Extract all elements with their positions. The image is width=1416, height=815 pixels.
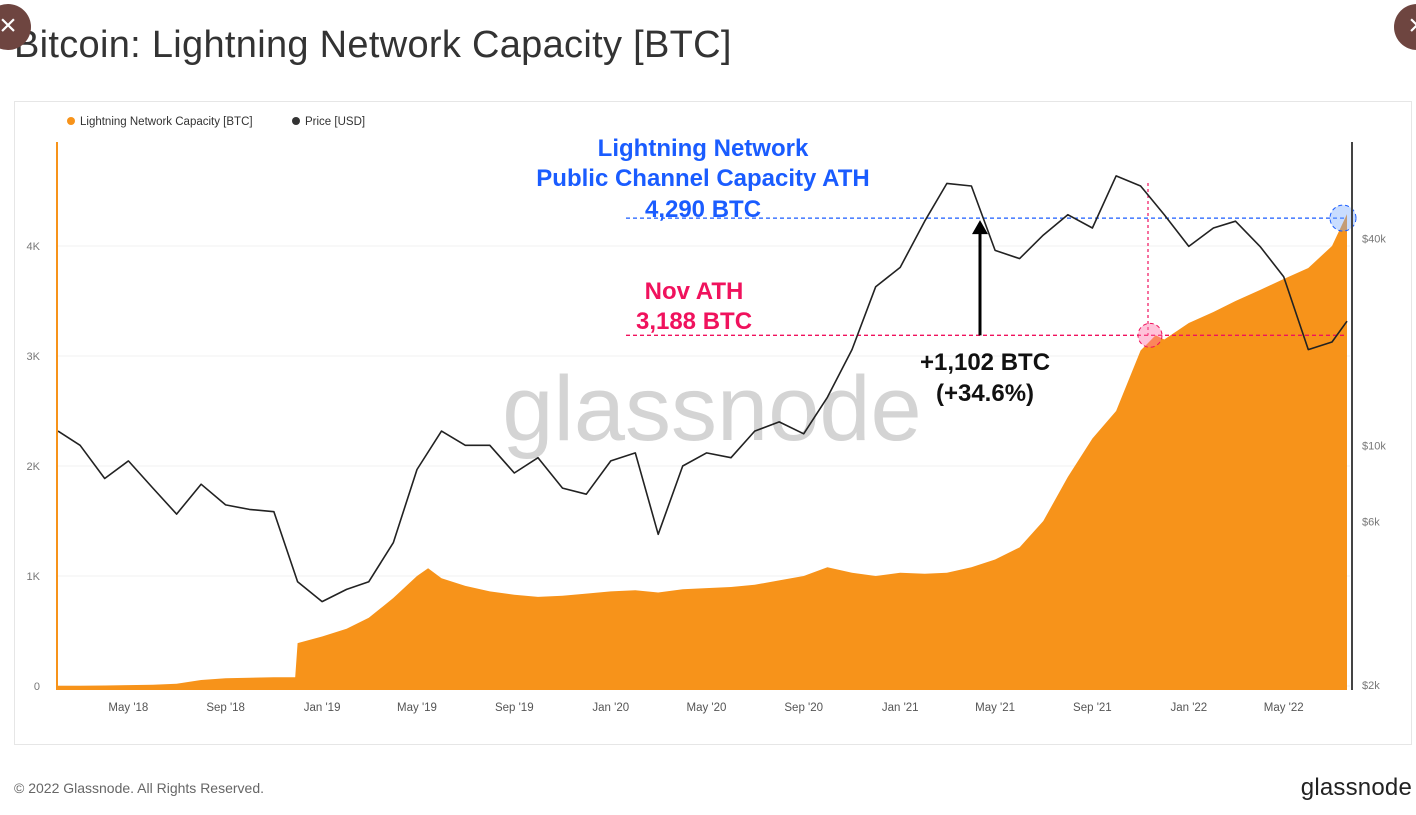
x-tick-label: May '19 [397, 702, 437, 714]
ath-value: 4,290 BTC [645, 196, 761, 223]
page-title: Bitcoin: Lightning Network Capacity [BTC… [14, 24, 732, 66]
y-left-tick-label: 1K [27, 571, 41, 583]
y-left-tick-label: 4K [27, 241, 41, 253]
x-tick-label: Sep '21 [1073, 702, 1112, 714]
legend-label-capacity[interactable]: Lightning Network Capacity [BTC] [80, 116, 253, 128]
delta-value: +1,102 BTC [920, 349, 1050, 376]
watermark: glassnode [502, 358, 921, 460]
x-tick-label: Sep '19 [495, 702, 534, 714]
arrow-head-icon [972, 220, 988, 235]
copyright: © 2022 Glassnode. All Rights Reserved. [14, 780, 265, 796]
x-tick-label: May '22 [1264, 702, 1304, 714]
y-left-tick-label: 3K [27, 351, 41, 363]
y-right-tick-label: $40k [1362, 234, 1386, 246]
nov-ath-marker [1137, 322, 1163, 348]
x-tick-label: May '21 [975, 702, 1015, 714]
brand-logo: glassnode [1300, 774, 1412, 801]
y-right-tick-label: $10k [1362, 440, 1386, 452]
x-tick-label: Jan '21 [882, 702, 919, 714]
x-tick-label: Sep '20 [784, 702, 823, 714]
close-button-right[interactable]: × [1394, 4, 1416, 50]
ath-subtitle: Public Channel Capacity ATH [536, 165, 869, 192]
nov-ath-title: Nov ATH [645, 278, 744, 305]
chart-panel [14, 101, 1412, 745]
legend-marker-capacity [67, 117, 75, 125]
x-tick-label: May '20 [686, 702, 726, 714]
y-left-tick-label: 0 [34, 681, 40, 693]
x-tick-label: Sep '18 [206, 702, 245, 714]
legend-label-price[interactable]: Price [USD] [305, 116, 365, 128]
close-icon: × [0, 9, 17, 42]
legend-marker-price [292, 117, 300, 125]
y-right-tick-label: $6k [1362, 516, 1380, 528]
x-tick-label: Jan '22 [1170, 702, 1207, 714]
legend: Lightning Network Capacity [BTC] Price [… [67, 116, 365, 128]
ath-title: Lightning Network [598, 135, 809, 162]
delta-percent: (+34.6%) [936, 380, 1034, 407]
capacity-area [58, 214, 1347, 690]
price-line [57, 175, 1348, 603]
nov-ath-value: 3,188 BTC [636, 308, 752, 335]
ath-marker [1329, 204, 1357, 232]
y-left-tick-label: 2K [27, 461, 41, 473]
y-right-tick-label: $2k [1362, 680, 1380, 692]
x-tick-label: Jan '20 [592, 702, 629, 714]
close-icon: × [1408, 9, 1416, 42]
x-tick-label: Jan '19 [304, 702, 341, 714]
x-tick-label: May '18 [108, 702, 148, 714]
